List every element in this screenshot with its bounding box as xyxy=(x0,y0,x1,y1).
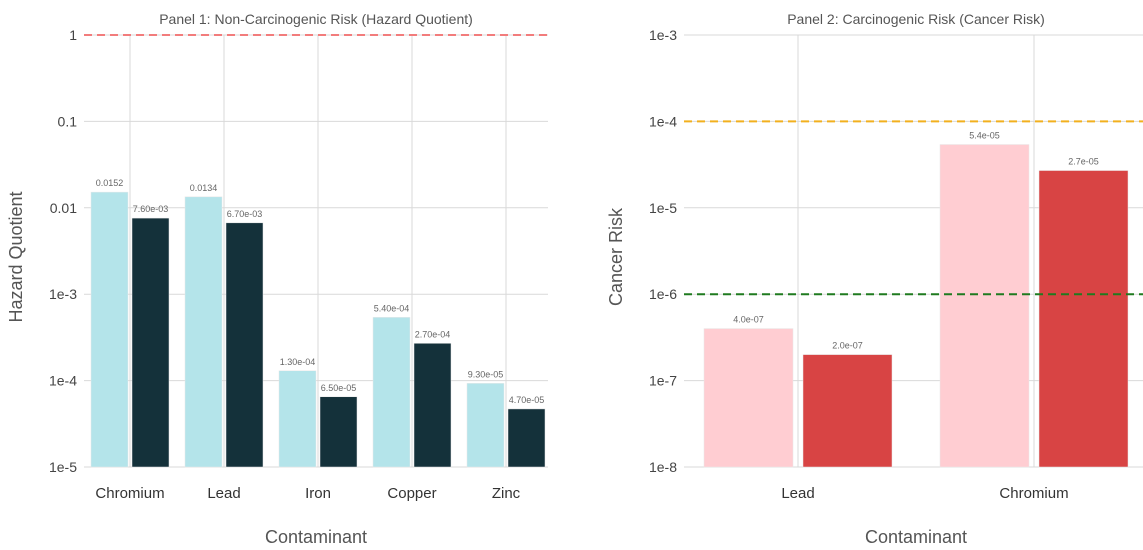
data-label: 0.0152 xyxy=(96,178,124,188)
y-tick-label: 0.01 xyxy=(50,200,77,216)
x-axis-label: Contaminant xyxy=(265,527,367,547)
x-tick-label: Lead xyxy=(207,485,240,502)
y-axis-label: Hazard Quotient xyxy=(6,191,26,322)
bar xyxy=(372,317,411,468)
y-tick-label: 1e-8 xyxy=(649,459,677,475)
data-label: 5.4e-05 xyxy=(969,131,1000,141)
panel-1: 1e-5 1e-4 1e-3 0.01 0.1 1 0.0152 7.60e-03 Chromi… xyxy=(6,11,548,547)
x-tick-label: Chromium xyxy=(999,485,1068,502)
data-label: 0.0134 xyxy=(190,183,218,193)
y-axis-label: Cancer Risk xyxy=(606,207,626,306)
data-label: 2.7e-05 xyxy=(1068,157,1099,167)
data-label: 1.30e-04 xyxy=(280,357,316,367)
data-label: 6.50e-05 xyxy=(321,383,357,393)
bar xyxy=(319,396,358,468)
bar xyxy=(131,217,170,468)
x-tick-label: Iron xyxy=(305,485,331,502)
data-label: 2.0e-07 xyxy=(832,341,863,351)
bar xyxy=(278,370,317,468)
bar xyxy=(939,144,1030,468)
y-tick-label: 1e-4 xyxy=(649,113,677,129)
x-tick-label: Copper xyxy=(387,485,436,502)
bar xyxy=(507,408,546,468)
y-tick-label: 1e-7 xyxy=(649,373,677,389)
y-tick-label: 1e-4 xyxy=(49,373,77,389)
data-label: 6.70e-03 xyxy=(227,209,263,219)
bar xyxy=(1038,170,1129,468)
data-label: 4.70e-05 xyxy=(509,395,545,405)
data-label: 7.60e-03 xyxy=(133,204,169,214)
bar xyxy=(90,191,129,468)
panel-title: Panel 1: Non-Carcinogenic Risk (Hazard Q… xyxy=(159,11,473,27)
bar xyxy=(466,383,505,468)
bar xyxy=(184,196,223,468)
y-tick-label: 1 xyxy=(69,27,77,43)
data-label: 5.40e-04 xyxy=(374,303,410,313)
y-tick-label: 1e-6 xyxy=(649,286,677,302)
x-tick-label: Zinc xyxy=(492,485,521,502)
y-tick-label: 1e-3 xyxy=(49,286,77,302)
y-tick-label: 1e-5 xyxy=(649,200,677,216)
bar xyxy=(413,343,452,468)
y-tick-label: 1e-3 xyxy=(649,27,677,43)
data-label: 4.0e-07 xyxy=(733,315,764,325)
y-tick-label: 0.1 xyxy=(58,113,78,129)
y-tick-label: 1e-5 xyxy=(49,459,77,475)
bar xyxy=(703,328,794,468)
x-axis-label: Contaminant xyxy=(865,527,967,547)
x-tick-label: Lead xyxy=(781,485,814,502)
panel-2: 1e-8 1e-7 1e-6 1e-5 1e-4 1e-3 4.0e-07 2.0e-07 Le… xyxy=(606,11,1143,547)
data-label: 2.70e-04 xyxy=(415,329,451,339)
bar xyxy=(225,222,264,468)
x-tick-label: Chromium xyxy=(95,485,164,502)
bar xyxy=(802,354,893,468)
data-label: 9.30e-05 xyxy=(468,369,504,379)
panel-title: Panel 2: Carcinogenic Risk (Cancer Risk) xyxy=(787,11,1045,27)
